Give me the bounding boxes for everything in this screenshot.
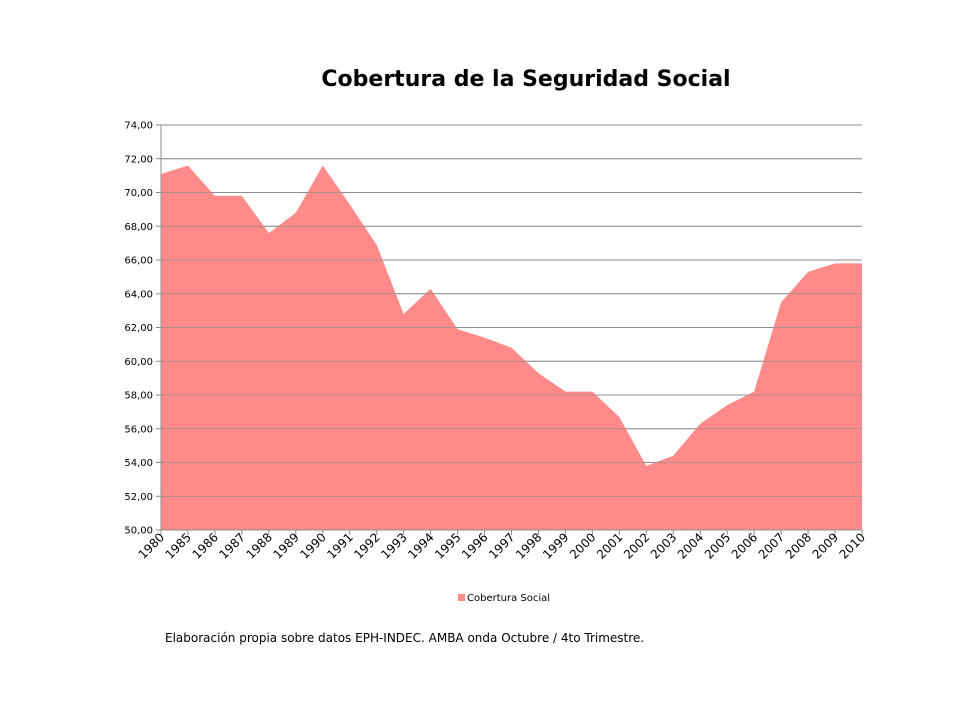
area-series — [161, 124, 862, 531]
x-tick-label: 2010 — [837, 530, 868, 561]
y-tick-label: 56,00 — [124, 424, 153, 435]
y-tick-label: 50,00 — [124, 526, 153, 537]
x-tick-label: 2007 — [756, 530, 787, 561]
y-tick-label: 54,00 — [124, 458, 153, 469]
x-tick-label: 2004 — [675, 530, 706, 561]
y-tick-label: 58,00 — [124, 391, 153, 402]
x-tick-label: 1994 — [405, 530, 436, 561]
x-tick-label: 2003 — [648, 530, 679, 561]
x-tick-label: 1985 — [163, 530, 194, 561]
footnote: Elaboración propia sobre datos EPH-INDEC… — [165, 631, 645, 645]
legend: Cobertura Social — [458, 593, 550, 604]
y-tick-label: 60,00 — [124, 357, 153, 368]
y-tick-label: 62,00 — [124, 323, 153, 334]
x-tick-label: 2008 — [783, 530, 814, 561]
y-tick-label: 68,00 — [124, 222, 153, 233]
y-tick-label: 74,00 — [124, 121, 153, 132]
x-axis-ticks: 1980198519861987198819891990199119921993… — [136, 530, 868, 562]
y-tick-label: 70,00 — [124, 188, 153, 199]
x-tick-label: 1997 — [486, 530, 517, 561]
x-tick-label: 2002 — [621, 530, 652, 561]
legend-label: Cobertura Social — [467, 593, 550, 604]
x-tick-label: 1988 — [243, 530, 274, 561]
x-tick-label: 1986 — [190, 530, 221, 561]
x-tick-label: 2009 — [810, 530, 841, 561]
y-tick-label: 72,00 — [124, 154, 153, 165]
x-tick-label: 1990 — [297, 530, 328, 561]
y-axis-ticks: 50,00 52,00 54,00 56,00 58,00 60,00 62,00 64,00… — [124, 121, 161, 537]
x-tick-label: 1991 — [324, 530, 355, 561]
x-tick-label: 2005 — [702, 530, 733, 561]
x-tick-label: 2006 — [729, 530, 760, 561]
y-tick-label: 52,00 — [124, 492, 153, 503]
x-tick-label: 2001 — [594, 530, 625, 561]
x-tick-label: 1998 — [513, 530, 544, 561]
x-tick-label: 1993 — [378, 530, 409, 561]
x-tick-label: 1989 — [270, 530, 301, 561]
x-tick-label: 1996 — [459, 530, 490, 561]
area-cobertura-social — [161, 165, 862, 530]
y-tick-label: 66,00 — [124, 256, 153, 267]
x-tick-label: 1995 — [432, 530, 463, 561]
x-tick-label: 1987 — [217, 530, 248, 561]
x-tick-label: 1992 — [351, 530, 382, 561]
x-tick-label: 2000 — [567, 530, 598, 561]
legend-swatch — [458, 594, 465, 601]
x-tick-label: 1999 — [540, 530, 571, 561]
y-tick-label: 64,00 — [124, 289, 153, 300]
chart-title: Cobertura de la Seguridad Social — [321, 67, 730, 92]
